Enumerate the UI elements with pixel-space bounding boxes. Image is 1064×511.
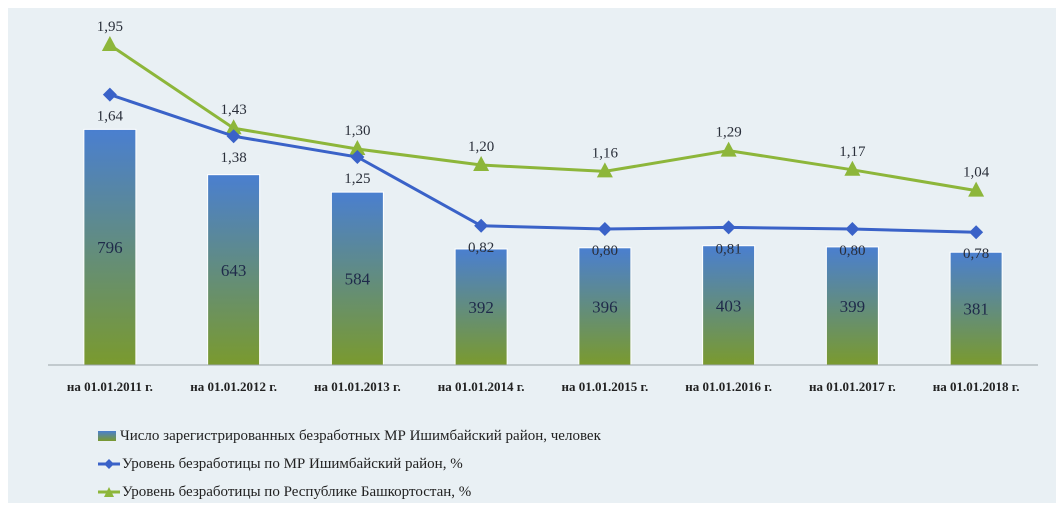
district-rate-value-label: 0,78 xyxy=(963,246,989,262)
district-rate-value-label: 1,38 xyxy=(221,150,247,166)
district-rate-point xyxy=(103,88,117,102)
district-rate-point xyxy=(598,222,612,236)
district-rate-point xyxy=(722,220,736,234)
republic-rate-value-label: 1,29 xyxy=(716,125,742,141)
district-rate-point xyxy=(845,222,859,236)
x-tick-label: на 01.01.2014 г. xyxy=(438,379,525,394)
district-rate-point xyxy=(969,225,983,239)
x-tick-label: на 01.01.2018 г. xyxy=(933,379,1020,394)
district-rate-value-label: 0,80 xyxy=(839,243,865,259)
district-rate-value-label: 1,25 xyxy=(344,171,370,187)
republic-rate-point xyxy=(102,36,118,51)
x-tick-label: на 01.01.2011 г. xyxy=(67,379,153,394)
legend-label-district: Уровень безработицы по МР Ишимбайский ра… xyxy=(122,456,463,473)
bar-value-label: 381 xyxy=(963,300,989,319)
legend-label-republic: Уровень безработицы по Республике Башкор… xyxy=(122,484,471,501)
district-rate-value-label: 0,81 xyxy=(716,241,742,257)
x-tick-label: на 01.01.2017 г. xyxy=(809,379,896,394)
bar-value-label: 399 xyxy=(840,297,866,316)
republic-rate-value-label: 1,20 xyxy=(468,139,494,155)
chart-area: 796 643 584 392 396 403 399 381 1,95 1,43 1,30 1,20… xyxy=(8,8,1056,503)
district-rate-value-label: 0,82 xyxy=(468,240,494,256)
bar-value-label: 396 xyxy=(592,297,618,316)
legend-item-republic: Уровень безработицы по Республике Башкор… xyxy=(98,478,601,506)
bar-value-label: 403 xyxy=(716,296,742,315)
bar-value-label: 796 xyxy=(97,238,123,257)
district-rate-point xyxy=(474,219,488,233)
bar-value-label: 392 xyxy=(468,298,494,317)
district-rate-value-label: 1,64 xyxy=(97,109,124,125)
republic-rate-value-label: 1,04 xyxy=(963,165,990,181)
republic-rate-value-label: 1,17 xyxy=(839,144,866,160)
republic-rate-point xyxy=(721,142,737,157)
district-rate-value-label: 0,80 xyxy=(592,243,618,259)
x-tick-label: на 01.01.2015 г. xyxy=(562,379,649,394)
bar-value-label: 643 xyxy=(221,261,247,280)
x-tick-label: на 01.01.2012 г. xyxy=(190,379,277,394)
x-tick-label: на 01.01.2016 г. xyxy=(685,379,772,394)
republic-rate-value-label: 1,43 xyxy=(221,102,247,118)
legend-triangle-line-icon xyxy=(98,485,120,499)
x-tick-label: на 01.01.2013 г. xyxy=(314,379,401,394)
legend-item-district: Уровень безработицы по МР Ишимбайский ра… xyxy=(98,450,601,478)
legend: Число зарегистрированных безработных МР … xyxy=(98,422,601,506)
bar-value-label: 584 xyxy=(345,270,371,289)
legend-label-bars: Число зарегистрированных безработных МР … xyxy=(120,428,601,445)
legend-bar-swatch-icon xyxy=(98,431,116,441)
republic-rate-value-label: 1,30 xyxy=(344,123,370,139)
legend-item-bars: Число зарегистрированных безработных МР … xyxy=(98,422,601,450)
republic-rate-value-label: 1,95 xyxy=(97,19,123,35)
ticks-layer: на 01.01.2011 г. на 01.01.2012 г. на 01.01… xyxy=(67,379,1020,394)
legend-diamond-line-icon xyxy=(98,457,120,471)
republic-rate-value-label: 1,16 xyxy=(592,145,619,161)
